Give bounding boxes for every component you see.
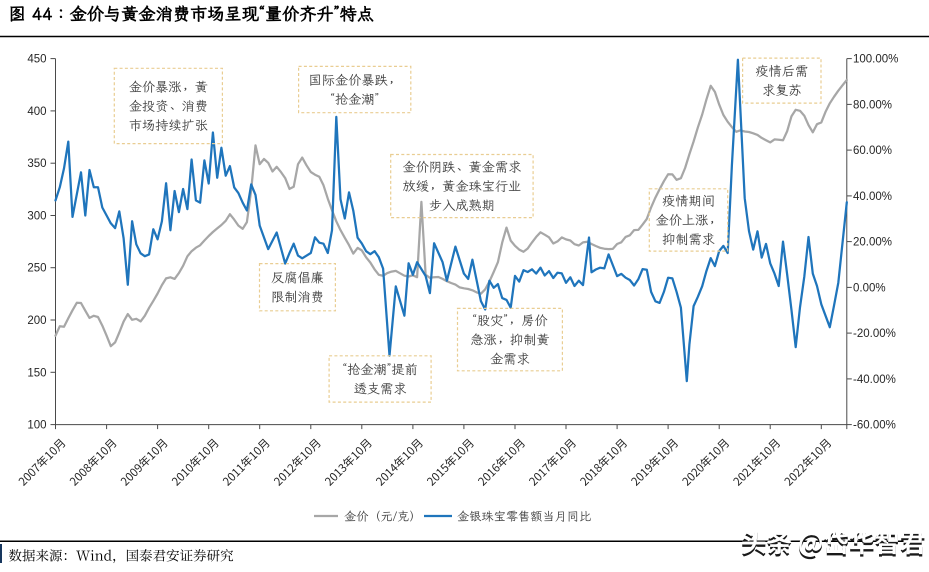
svg-text:-60.00%: -60.00% — [853, 420, 896, 432]
svg-text:350: 350 — [27, 158, 46, 170]
svg-text:300: 300 — [27, 211, 46, 223]
svg-text:80.00%: 80.00% — [853, 99, 892, 111]
svg-text:250: 250 — [27, 263, 46, 275]
svg-text:0.00%: 0.00% — [853, 282, 886, 294]
svg-text:60.00%: 60.00% — [853, 145, 892, 157]
svg-text:-40.00%: -40.00% — [853, 374, 896, 386]
svg-text:-20.00%: -20.00% — [853, 328, 896, 340]
svg-text:150: 150 — [27, 367, 46, 379]
svg-text:40.00%: 40.00% — [853, 191, 892, 203]
svg-text:200: 200 — [27, 315, 46, 327]
svg-text:100.00%: 100.00% — [853, 54, 898, 66]
svg-text:400: 400 — [27, 106, 46, 118]
svg-text:100: 100 — [27, 420, 46, 432]
svg-text:20.00%: 20.00% — [853, 237, 892, 249]
svg-text:450: 450 — [27, 54, 46, 66]
